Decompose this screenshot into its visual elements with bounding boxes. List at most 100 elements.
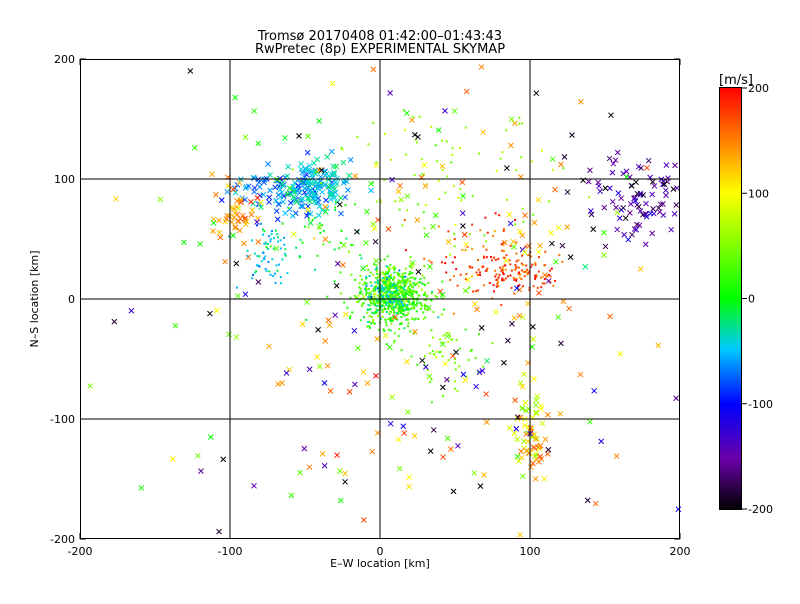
data-point-dot-9	[514, 218, 517, 221]
data-point-dot-11	[430, 378, 433, 381]
data-point-x-16	[566, 305, 572, 312]
data-point-dot-7	[380, 293, 383, 296]
data-point-x-2	[340, 159, 347, 166]
data-point-x-1	[222, 258, 228, 265]
data-point-x-0	[291, 180, 298, 186]
data-point-dot-6	[372, 273, 375, 276]
data-point-dot-11	[458, 347, 461, 350]
data-point-x-1	[248, 199, 254, 205]
data-point-dot-10	[372, 121, 375, 124]
data-point-x-14	[663, 192, 669, 199]
data-point-x-2	[307, 220, 314, 226]
data-point-dot-5	[430, 298, 433, 301]
data-point-dot-7	[391, 292, 394, 295]
data-point-dot-4	[321, 224, 324, 227]
data-point-dot-5	[407, 309, 410, 312]
data-point-dot-11	[468, 286, 471, 289]
data-point-dot-7	[385, 276, 388, 279]
data-point-x-17	[673, 395, 679, 402]
data-point-x-19	[435, 127, 442, 133]
data-point-dot-5	[371, 298, 374, 301]
data-point-x-14	[610, 160, 617, 167]
data-point-dot-3	[271, 258, 274, 261]
y-axis-label: N–S location [km]	[28, 250, 41, 347]
data-point-dot-5	[402, 310, 405, 313]
data-point-dot-4	[338, 247, 341, 250]
data-point-x-19	[341, 242, 347, 248]
data-point-dot-8	[534, 277, 537, 280]
data-point-x-2	[314, 156, 321, 163]
data-point-dot-7	[398, 303, 401, 306]
data-point-dot-5	[353, 278, 356, 281]
data-point-dot-5	[441, 280, 444, 283]
data-point-dot-5	[421, 274, 424, 277]
data-point-dot-5	[389, 316, 392, 319]
data-point-dot-5	[387, 294, 390, 297]
data-point-dot-5	[393, 287, 396, 290]
data-point-dot-5	[409, 307, 412, 310]
data-point-dot-7	[374, 268, 377, 271]
data-point-dot-3	[276, 269, 279, 272]
data-point-x-16	[607, 313, 613, 320]
data-point-dot-4	[328, 241, 331, 244]
data-point-x-19	[601, 252, 607, 258]
data-point-x-14	[614, 226, 620, 233]
data-point-x-2	[312, 194, 319, 200]
data-point-x-12	[522, 399, 529, 406]
data-point-dot-9	[461, 249, 464, 252]
data-point-x-19	[408, 262, 415, 268]
data-point-x-19	[172, 322, 179, 329]
data-point-dot-10	[375, 161, 378, 164]
data-point-x-14	[616, 215, 623, 221]
data-point-x-12	[506, 424, 513, 431]
data-point-dot-6	[369, 271, 372, 274]
data-point-dot-5	[372, 301, 375, 304]
data-point-dot-5	[402, 275, 405, 278]
data-point-dot-8	[502, 273, 505, 276]
data-point-x-17	[444, 376, 450, 383]
data-point-dot-5	[368, 321, 371, 324]
data-point-x-2	[293, 199, 300, 205]
data-point-x-12	[521, 422, 528, 429]
data-point-x-12	[539, 420, 546, 427]
data-point-dot-9	[495, 285, 498, 288]
x-tick-label: -100	[218, 545, 243, 558]
data-point-dot-3	[277, 236, 280, 239]
data-point-x-12	[533, 410, 540, 417]
data-point-dot-10	[390, 158, 393, 161]
data-point-x-20	[305, 206, 311, 213]
data-point-dot-4	[322, 229, 325, 232]
data-point-dot-6	[395, 300, 398, 303]
data-point-dot-5	[369, 301, 372, 304]
data-point-dot-5	[404, 283, 407, 286]
data-point-dot-5	[384, 280, 387, 283]
data-point-dot-6	[378, 274, 381, 277]
data-point-x-2	[326, 173, 332, 179]
data-point-dot-11	[450, 338, 453, 341]
data-point-x-19	[364, 208, 370, 215]
data-point-dot-6	[392, 311, 395, 314]
data-point-dot-8	[519, 273, 522, 276]
colorbar-tick-label: 0	[748, 293, 755, 306]
data-point-x-0	[295, 182, 302, 189]
data-point-dot-10	[506, 198, 509, 201]
data-point-x-2	[322, 208, 329, 215]
data-point-dot-8	[538, 256, 541, 259]
data-point-dot-10	[313, 237, 316, 240]
data-point-dot-5	[411, 272, 414, 275]
data-point-dot-5	[376, 272, 379, 275]
data-point-dot-8	[515, 277, 518, 280]
data-point-dot-5	[401, 279, 404, 282]
data-point-x-16	[325, 317, 332, 324]
data-point-x-12	[517, 380, 524, 386]
data-point-dot-8	[477, 289, 480, 292]
data-point-dot-9	[476, 259, 479, 262]
data-point-x-18	[220, 456, 227, 463]
data-point-x-14	[623, 168, 630, 175]
data-point-dot-10	[394, 200, 397, 203]
data-point-x-2	[338, 210, 344, 217]
data-point-x-18	[460, 223, 466, 229]
data-point-dot-5	[401, 292, 404, 295]
data-point-dot-8	[518, 276, 521, 279]
data-point-x-2	[324, 154, 331, 160]
